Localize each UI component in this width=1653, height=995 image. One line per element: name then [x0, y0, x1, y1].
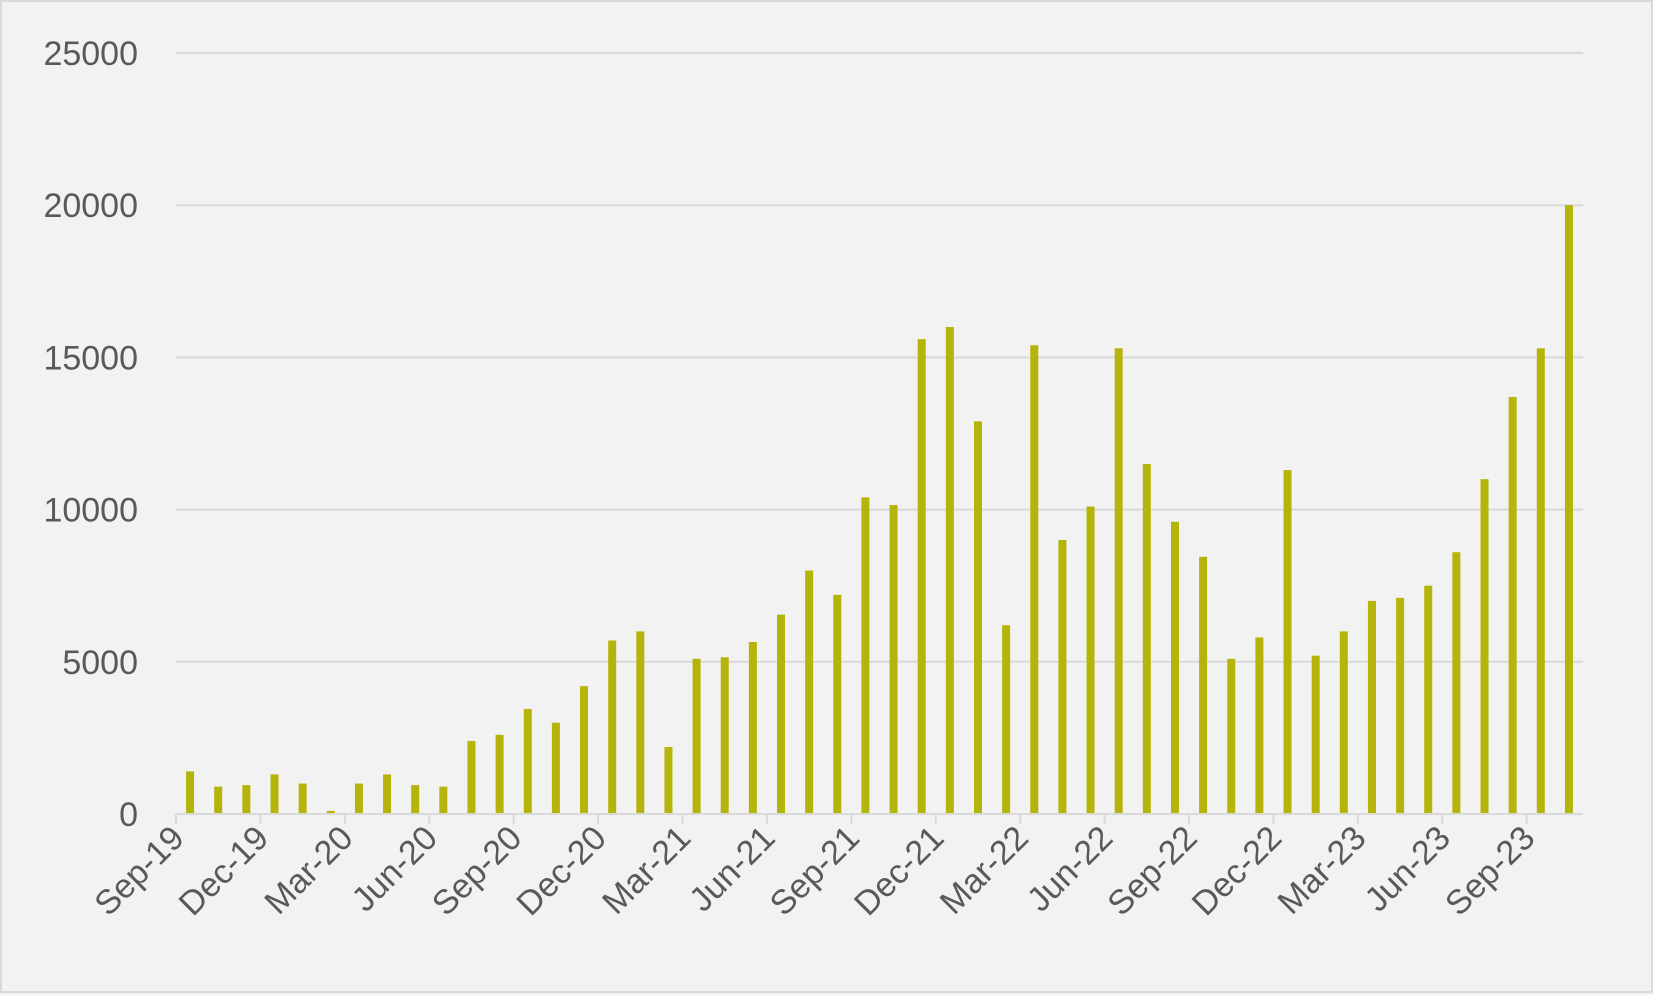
x-tick-label: Mar-20	[257, 819, 360, 922]
bar	[636, 631, 645, 814]
bar	[467, 740, 476, 814]
bar	[1536, 348, 1545, 814]
bar	[664, 747, 673, 814]
x-tick-label: Dec-19	[172, 819, 276, 923]
bar	[1170, 521, 1179, 814]
bar	[523, 708, 532, 814]
bar	[692, 658, 701, 814]
bar	[1367, 600, 1376, 814]
bar	[720, 657, 729, 814]
bar	[1227, 658, 1236, 814]
y-tick-label: 0	[119, 796, 138, 834]
bar	[580, 686, 589, 814]
x-tick-label: Jun-23	[1358, 819, 1458, 919]
x-tick-label: Dec-20	[509, 819, 613, 923]
bar	[1452, 552, 1461, 814]
bar	[1030, 345, 1039, 814]
bar	[186, 771, 195, 814]
bar	[945, 326, 954, 814]
bar	[326, 810, 335, 814]
y-tick-label: 25000	[43, 35, 138, 73]
x-tick-label: Mar-23	[1271, 819, 1374, 922]
y-tick-label: 10000	[43, 492, 138, 530]
bar	[608, 640, 617, 814]
bar	[1396, 597, 1405, 814]
x-tick-label: Sep-21	[763, 819, 867, 923]
bar	[1002, 625, 1011, 814]
y-tick-label: 5000	[62, 644, 138, 682]
bar	[1424, 585, 1433, 814]
gridlines	[176, 52, 1583, 663]
x-tick-label: Jun-22	[1020, 819, 1120, 919]
bar	[551, 722, 560, 814]
x-tick-label: Dec-21	[847, 819, 951, 923]
y-tick-label: 20000	[43, 187, 138, 225]
x-tick-label: Sep-22	[1100, 819, 1204, 923]
y-tick-label: 15000	[43, 339, 138, 377]
bar	[1564, 205, 1573, 814]
bar	[917, 339, 926, 814]
bar	[298, 783, 307, 814]
x-tick-label: Sep-20	[425, 819, 529, 923]
x-tick-label: Mar-22	[933, 819, 1036, 922]
bar	[1508, 396, 1517, 814]
bars	[186, 205, 1573, 814]
bar	[1311, 655, 1320, 814]
bar	[383, 774, 392, 814]
bar	[1255, 637, 1264, 814]
y-axis-tick-labels: 0 5000 10000 15000 20000 25000	[43, 35, 138, 834]
bar	[889, 505, 898, 814]
bar	[833, 594, 842, 814]
bar	[214, 786, 223, 814]
bar	[1283, 470, 1292, 814]
bar	[411, 785, 420, 814]
bar	[973, 421, 982, 814]
bar	[777, 614, 786, 814]
bar	[439, 786, 448, 814]
bar	[805, 570, 814, 814]
bar	[1114, 348, 1123, 814]
bar	[1086, 506, 1095, 814]
x-tick-label: Sep-19	[87, 819, 191, 923]
x-tick-label: Jun-20	[345, 819, 445, 919]
bar	[748, 642, 757, 814]
x-axis-tick-labels: Sep-19Dec-19Mar-20Jun-20Sep-20Dec-20Mar-…	[87, 819, 1542, 923]
bar	[354, 783, 363, 814]
bar	[1199, 556, 1208, 814]
bar	[242, 785, 251, 814]
x-tick-label: Mar-21	[595, 819, 698, 922]
x-tick-label: Dec-22	[1185, 819, 1289, 923]
bar	[861, 497, 870, 814]
x-tick-label: Sep-23	[1438, 819, 1542, 923]
bar	[1339, 631, 1348, 814]
bar	[1480, 479, 1489, 814]
x-axis	[175, 813, 1583, 824]
bar	[1058, 540, 1067, 814]
x-tick-label: Jun-21	[682, 819, 782, 919]
bar	[1142, 463, 1151, 814]
bar	[495, 734, 504, 814]
bar	[270, 774, 279, 814]
